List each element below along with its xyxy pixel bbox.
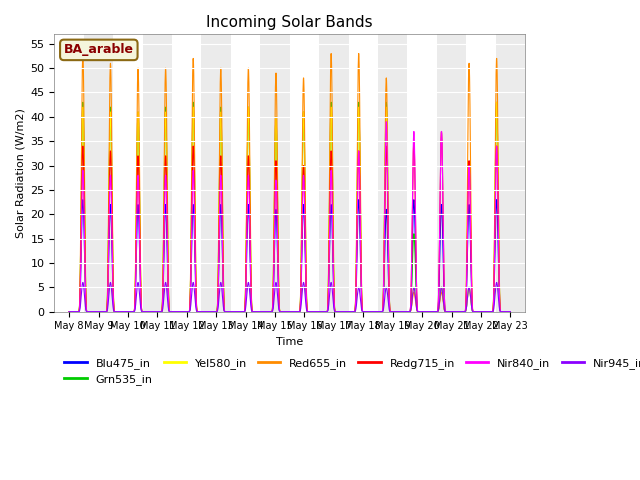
Bar <box>84 34 113 312</box>
Y-axis label: Solar Radiation (W/m2): Solar Radiation (W/m2) <box>15 108 25 238</box>
Bar <box>495 34 525 312</box>
Bar <box>143 34 172 312</box>
Bar <box>231 34 260 312</box>
Bar <box>437 34 467 312</box>
Bar <box>319 34 349 312</box>
Bar <box>202 34 231 312</box>
Bar <box>467 34 495 312</box>
Bar <box>54 34 84 312</box>
Bar <box>113 34 143 312</box>
Bar <box>408 34 437 312</box>
Bar <box>378 34 408 312</box>
X-axis label: Time: Time <box>276 337 303 347</box>
Text: BA_arable: BA_arable <box>64 43 134 56</box>
Bar <box>349 34 378 312</box>
Title: Incoming Solar Bands: Incoming Solar Bands <box>207 15 373 30</box>
Bar <box>172 34 202 312</box>
Bar <box>290 34 319 312</box>
Legend: Blu475_in, Grn535_in, Yel580_in, Red655_in, Redg715_in, Nir840_in, Nir945_in: Blu475_in, Grn535_in, Yel580_in, Red655_… <box>60 353 640 389</box>
Bar <box>260 34 290 312</box>
